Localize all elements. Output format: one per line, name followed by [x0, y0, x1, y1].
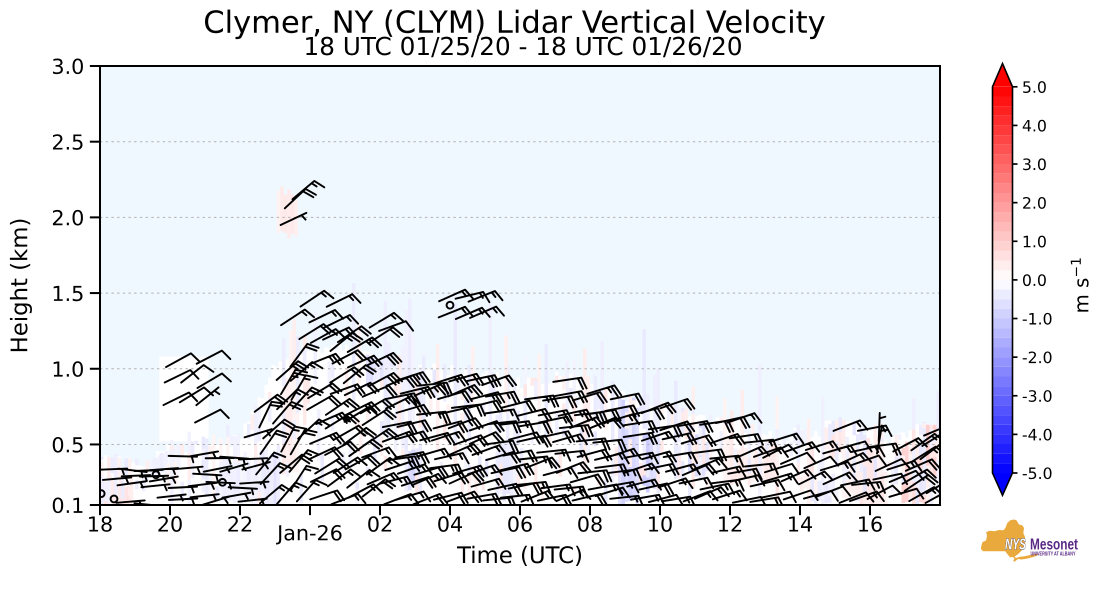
svg-text:Mesonet: Mesonet	[1030, 536, 1078, 553]
svg-text:NYS: NYS	[1005, 536, 1026, 553]
svg-text:UNIVERSITY AT ALBANY: UNIVERSITY AT ALBANY	[1031, 552, 1076, 558]
